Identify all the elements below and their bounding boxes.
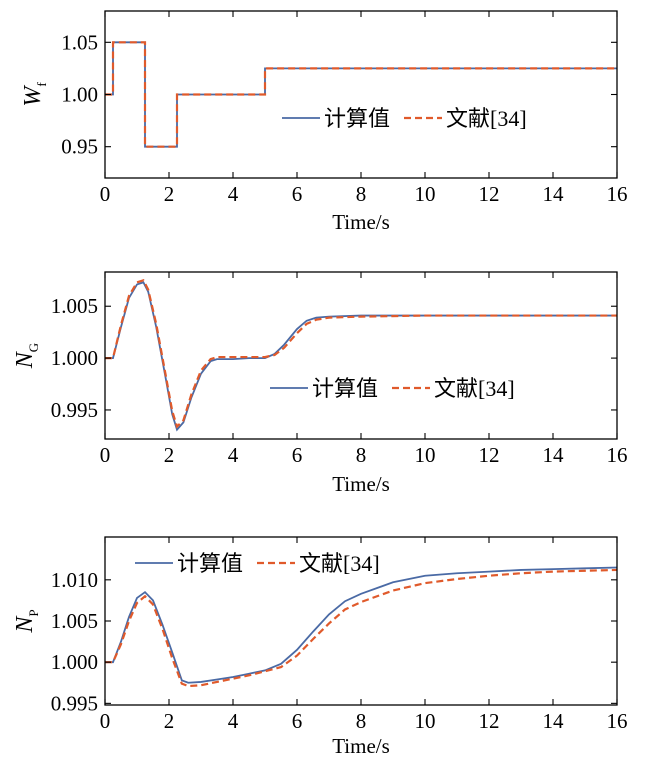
chart-panel-3: 0 2 4 6 8 10 12 14 16 0.995 1.000 1.005 1.010 Time/s N… [12,536,628,758]
y-tick-label: 1.010 [51,568,98,592]
chart-panel-1: 0 2 4 6 8 10 12 14 16 0.95 1.00 1.05 Time/s Wf 计算值 文献[3… [20,10,628,234]
x-tick-label: 8 [356,443,367,467]
x-tick-label: 8 [356,182,367,206]
y-tick-label: 1.05 [61,30,98,54]
x-tick-label: 10 [415,182,436,206]
x-tick-label: 16 [607,709,628,733]
series-calc-line [105,281,617,432]
x-tick-label: 10 [415,709,436,733]
y-axis-label: Wf [20,82,49,107]
x-tick-label: 12 [479,709,500,733]
y-tick-label: 1.00 [61,83,98,107]
legend-label: 文献[34] [299,551,380,576]
y-axis-label: NP [12,609,41,633]
x-tick-label: 4 [228,443,239,467]
x-axis-label: Time/s [332,210,390,234]
y-tick-label: 0.995 [51,691,98,715]
x-tick-label: 4 [228,709,239,733]
x-tick-label: 0 [100,182,111,206]
y-tick-label: 1.005 [51,609,98,633]
series-ref-line [105,41,617,148]
y-tick-label: 0.995 [51,398,98,422]
x-axis-label: Time/s [332,734,390,758]
y-tick-label: 1.000 [51,650,98,674]
y-tick-label: 0.95 [61,135,98,159]
x-tick-label: 14 [543,709,565,733]
x-tick-label: 6 [292,709,303,733]
x-tick-label: 10 [415,443,436,467]
legend-label: 文献[34] [446,106,527,131]
x-tick-label: 2 [164,443,175,467]
plot-frame [104,271,618,440]
legend: 计算值 文献[34] [282,106,527,131]
x-tick-label: 4 [228,182,239,206]
x-tick-label: 12 [479,182,500,206]
chart-panel-2: 0 2 4 6 8 10 12 14 16 0.995 1.000 1.005 Time/s NG 计算值 文… [12,271,628,496]
x-tick-label: 0 [100,709,111,733]
x-tick-label: 8 [356,709,367,733]
legend-label: 计算值 [324,106,390,131]
y-tick-label: 1.000 [51,346,98,370]
x-tick-label: 6 [292,443,303,467]
series-calc-line [105,566,618,684]
x-tick-label: 2 [164,709,175,733]
legend-label: 计算值 [312,376,378,401]
x-tick-label: 14 [543,443,565,467]
series-calc-line [105,41,617,148]
x-tick-label: 2 [164,182,175,206]
x-tick-label: 0 [100,443,111,467]
y-axis-label: NG [12,343,41,369]
x-tick-label: 16 [607,182,628,206]
x-tick-label: 12 [479,443,500,467]
series-ref-line [105,568,618,688]
series-ref-line [105,278,617,429]
x-axis-label: Time/s [332,472,390,496]
y-tick-label: 1.005 [51,294,98,318]
x-tick-label: 16 [607,443,628,467]
legend: 计算值 文献[34] [135,551,380,576]
x-tick-label: 6 [292,182,303,206]
legend: 计算值 文献[34] [270,376,515,401]
legend-label: 计算值 [177,551,243,576]
x-tick-label: 14 [543,182,565,206]
legend-label: 文献[34] [434,376,515,401]
